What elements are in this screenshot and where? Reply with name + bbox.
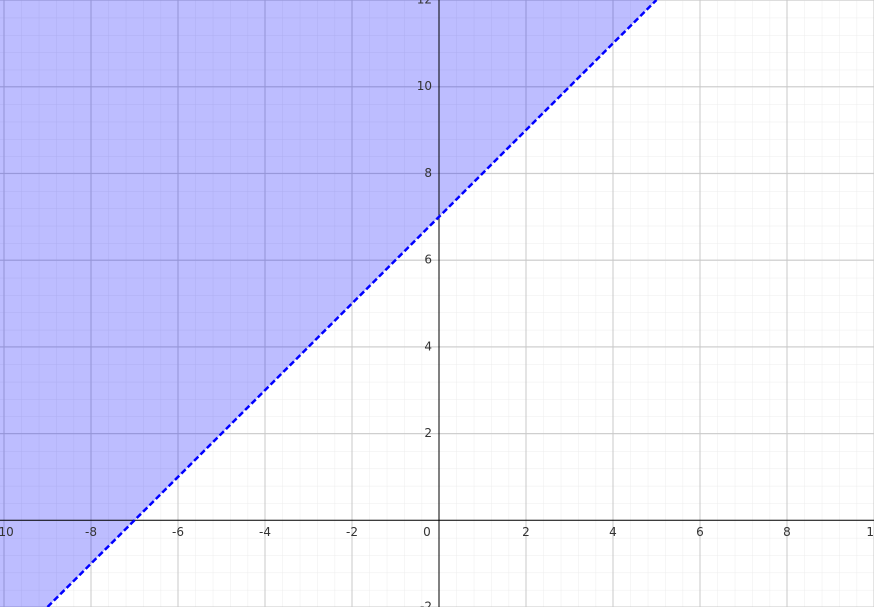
x-tick-label: 4 [609,525,617,539]
x-tick-label: -4 [259,525,271,539]
shaded-region [0,0,657,607]
x-tick-label: 2 [522,525,530,539]
y-tick-label: 4 [424,339,432,353]
y-tick-label: 12 [417,0,432,7]
y-tick-label: 6 [424,253,432,267]
x-tick-label: -8 [85,525,97,539]
x-tick-label: -10 [0,525,14,539]
y-tick-label: 10 [417,79,432,93]
y-tick-label: 2 [424,426,432,440]
x-tick-label: 0 [423,525,431,539]
y-tick-label: 8 [424,166,432,180]
x-tick-label: -6 [172,525,184,539]
y-tick-label: -2 [420,600,432,607]
boundary-line [46,0,658,607]
x-tick-label: 8 [783,525,791,539]
x-tick-label: -2 [346,525,358,539]
x-tick-label: 6 [696,525,704,539]
x-tick-label: 10 [866,525,874,539]
